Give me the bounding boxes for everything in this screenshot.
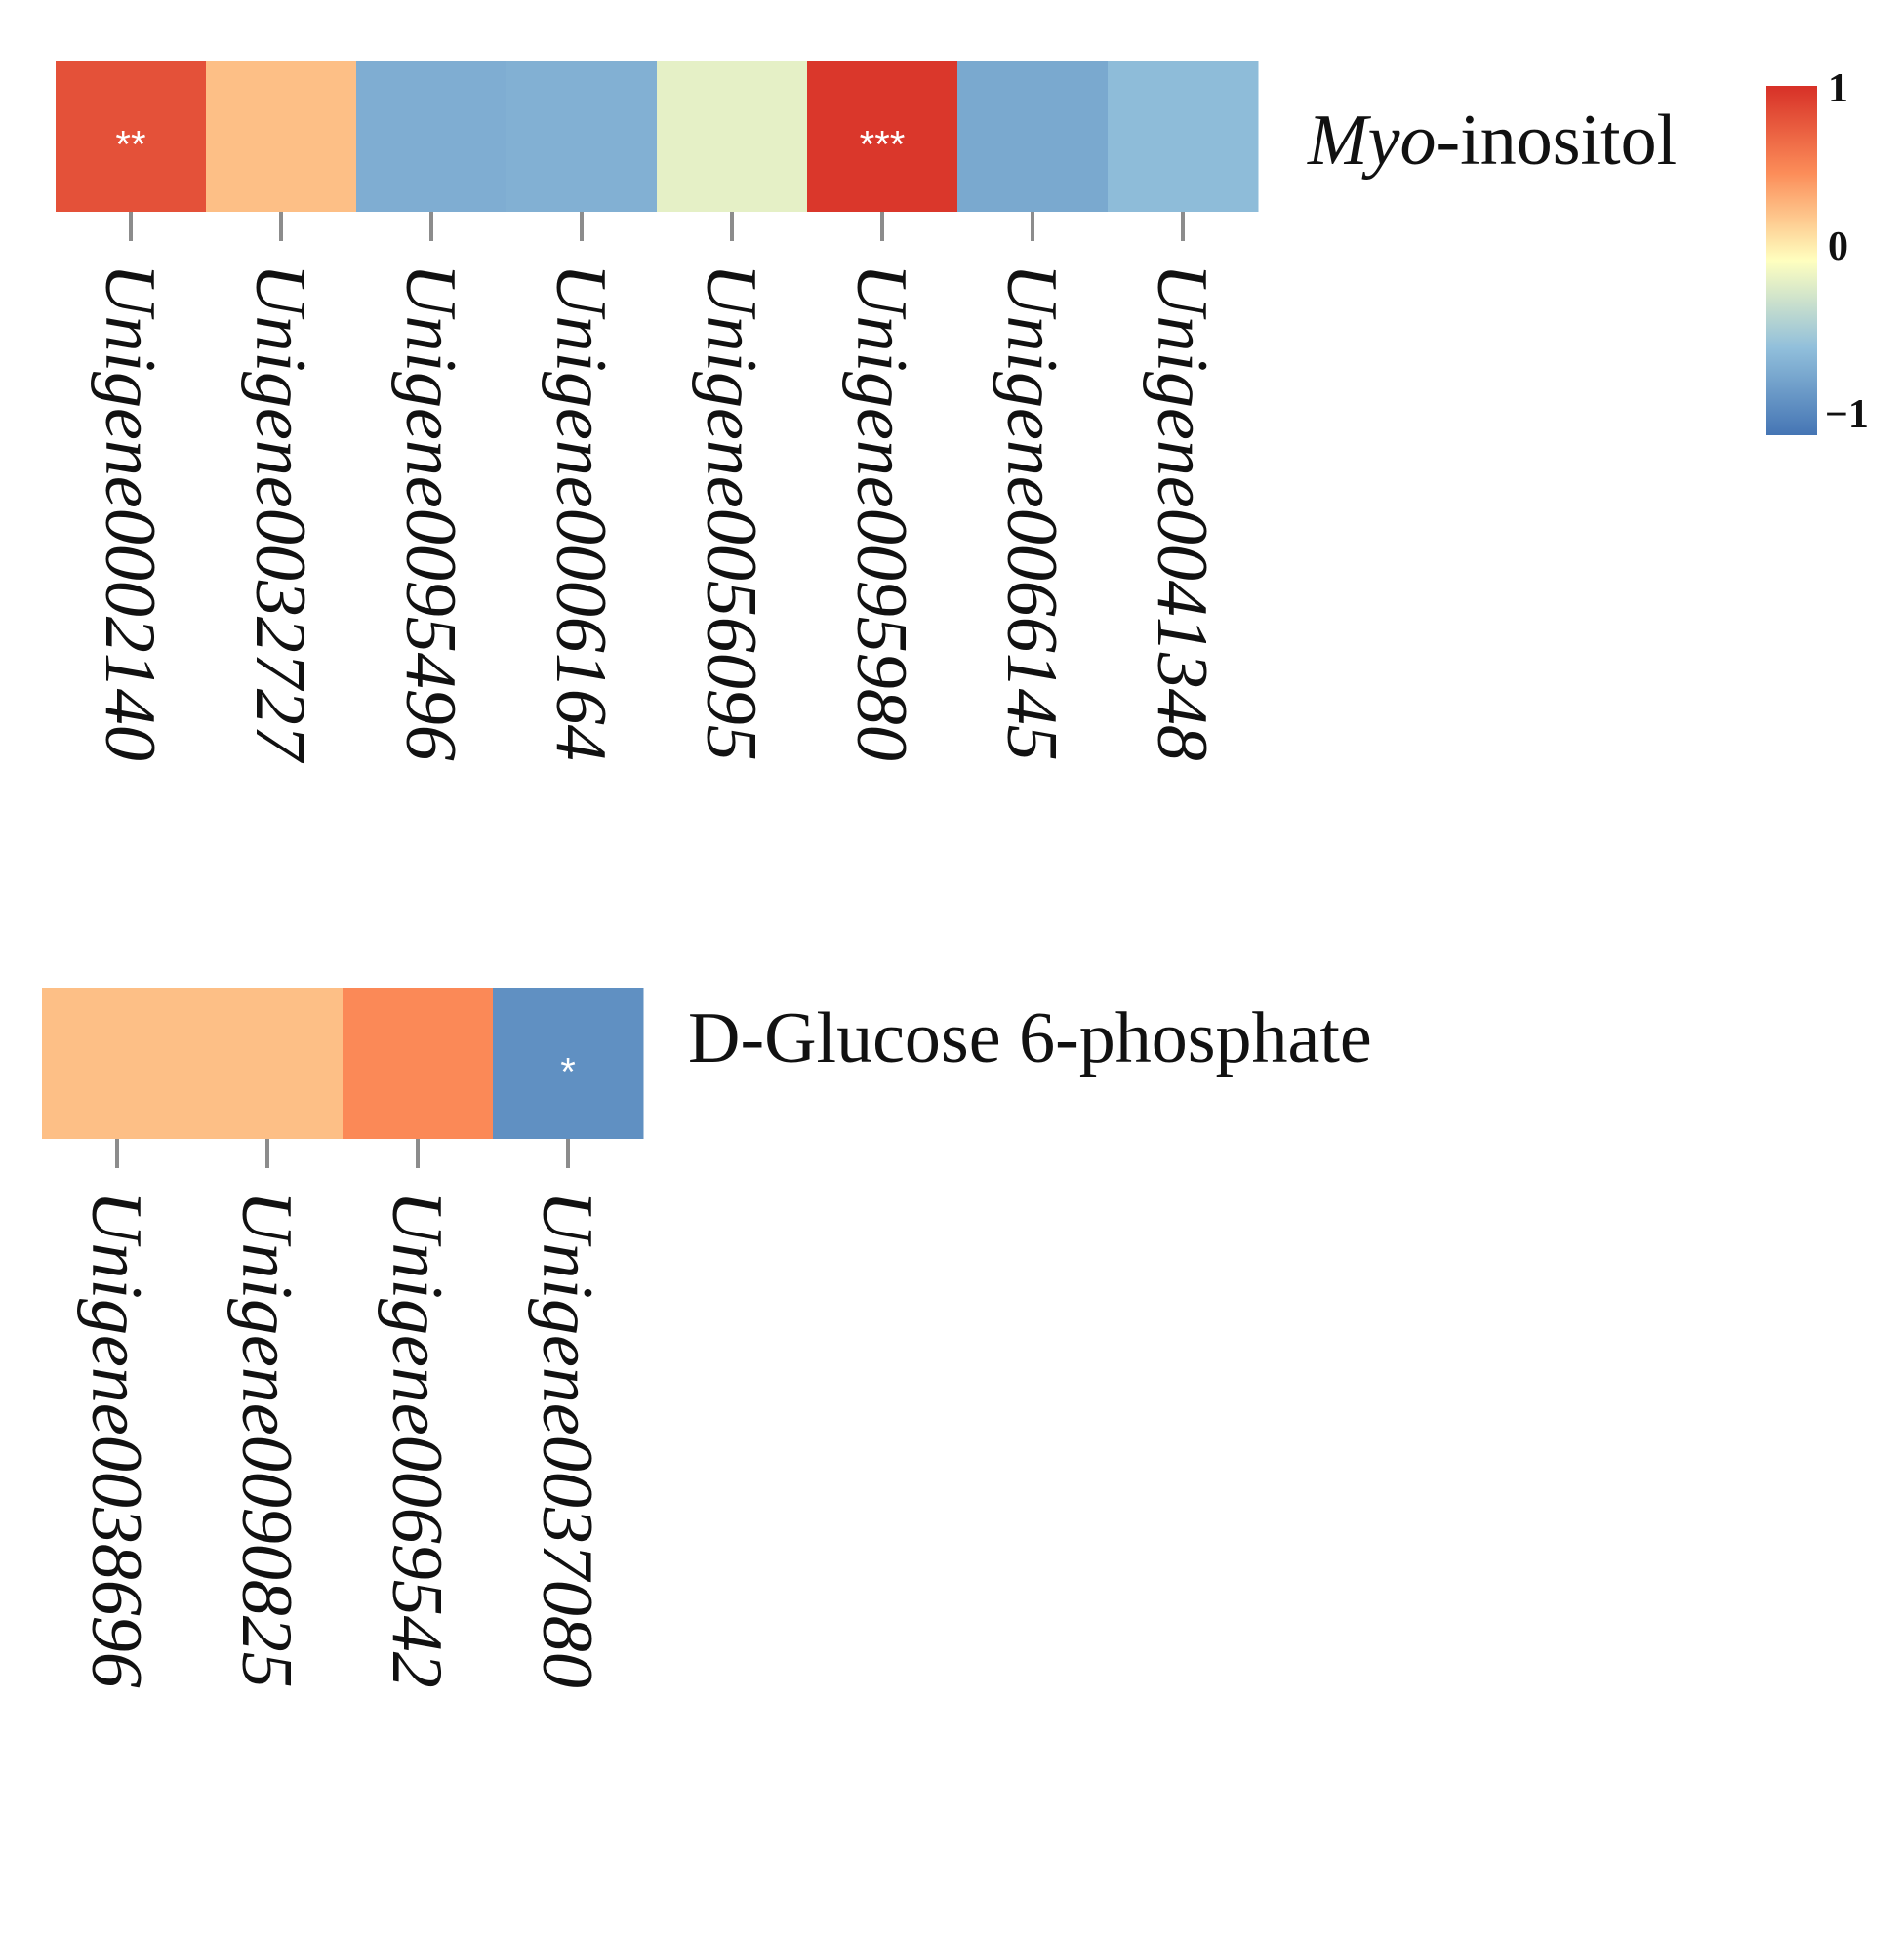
- gene-label-unigene0006164: Unigene0006164: [541, 263, 621, 761]
- heatmap-cell-unigene0069542: [343, 988, 494, 1139]
- gene-label-unigene0037080: Unigene0037080: [527, 1191, 607, 1688]
- glucose-6-phosphate-heatmap: Unigene0038696 Unigene0090825 Unigene00695…: [42, 988, 644, 1688]
- legend-tick-mid: 0: [1828, 224, 1848, 269]
- gene-label-unigene0032727: Unigene0032727: [240, 263, 320, 764]
- gene-label-unigene0066145: Unigene0066145: [992, 263, 1072, 761]
- heatmap-cell-unigene0056095: [657, 61, 808, 212]
- heatmap-cell-unigene0095980: [807, 61, 958, 212]
- significance-marker-unigene0002140: **: [115, 124, 145, 167]
- gene-label-unigene0038696: Unigene0038696: [76, 1191, 156, 1688]
- heatmap-cell-unigene0066145: [957, 61, 1109, 212]
- gene-label-unigene0002140: Unigene0002140: [90, 263, 170, 761]
- significance-marker-unigene0095980: ***: [860, 124, 906, 167]
- row-label-myo-inositol-rest: -inositol: [1437, 101, 1678, 181]
- row-label-glucose-6-phosphate: D-Glucose 6-phosphate: [688, 998, 1372, 1078]
- color-legend: 1 0 −1: [1766, 66, 1869, 437]
- gene-label-unigene0095980: Unigene0095980: [841, 263, 921, 761]
- legend-tick-max: 1: [1828, 66, 1848, 111]
- heatmap-cell-unigene0037080: [493, 988, 644, 1139]
- row-label-myo-inositol: Myo-inositol: [1307, 101, 1677, 181]
- heatmap-cell-unigene0038696: [42, 988, 193, 1139]
- significance-marker-unigene0037080: *: [560, 1051, 576, 1094]
- heatmap-cell-unigene0002140: [56, 61, 207, 212]
- gene-label-unigene0069542: Unigene0069542: [377, 1191, 457, 1688]
- heatmap-cell-unigene0006164: [506, 61, 658, 212]
- legend-colorbar: [1766, 86, 1817, 435]
- gene-label-unigene0041348: Unigene0041348: [1142, 263, 1222, 761]
- myo-inositol-heatmap: ** Unigene0002140 Unigene0032727 Unigene009…: [56, 61, 1259, 764]
- gene-label-unigene0095496: Unigene0095496: [390, 263, 470, 761]
- heatmap-cell-unigene0041348: [1108, 61, 1259, 212]
- heatmap-cell-unigene0095496: [356, 61, 507, 212]
- gene-label-unigene0056095: Unigene0056095: [691, 263, 771, 761]
- row-label-glucose-rest: D-Glucose 6-phosphate: [688, 998, 1372, 1078]
- legend-tick-min: −1: [1825, 392, 1869, 437]
- heatmap-cell-unigene0090825: [192, 988, 344, 1139]
- gene-label-unigene0090825: Unigene0090825: [226, 1191, 306, 1688]
- heatmap-cell-unigene0032727: [206, 61, 357, 212]
- row-label-myo-inositol-italic: Myo: [1307, 101, 1437, 181]
